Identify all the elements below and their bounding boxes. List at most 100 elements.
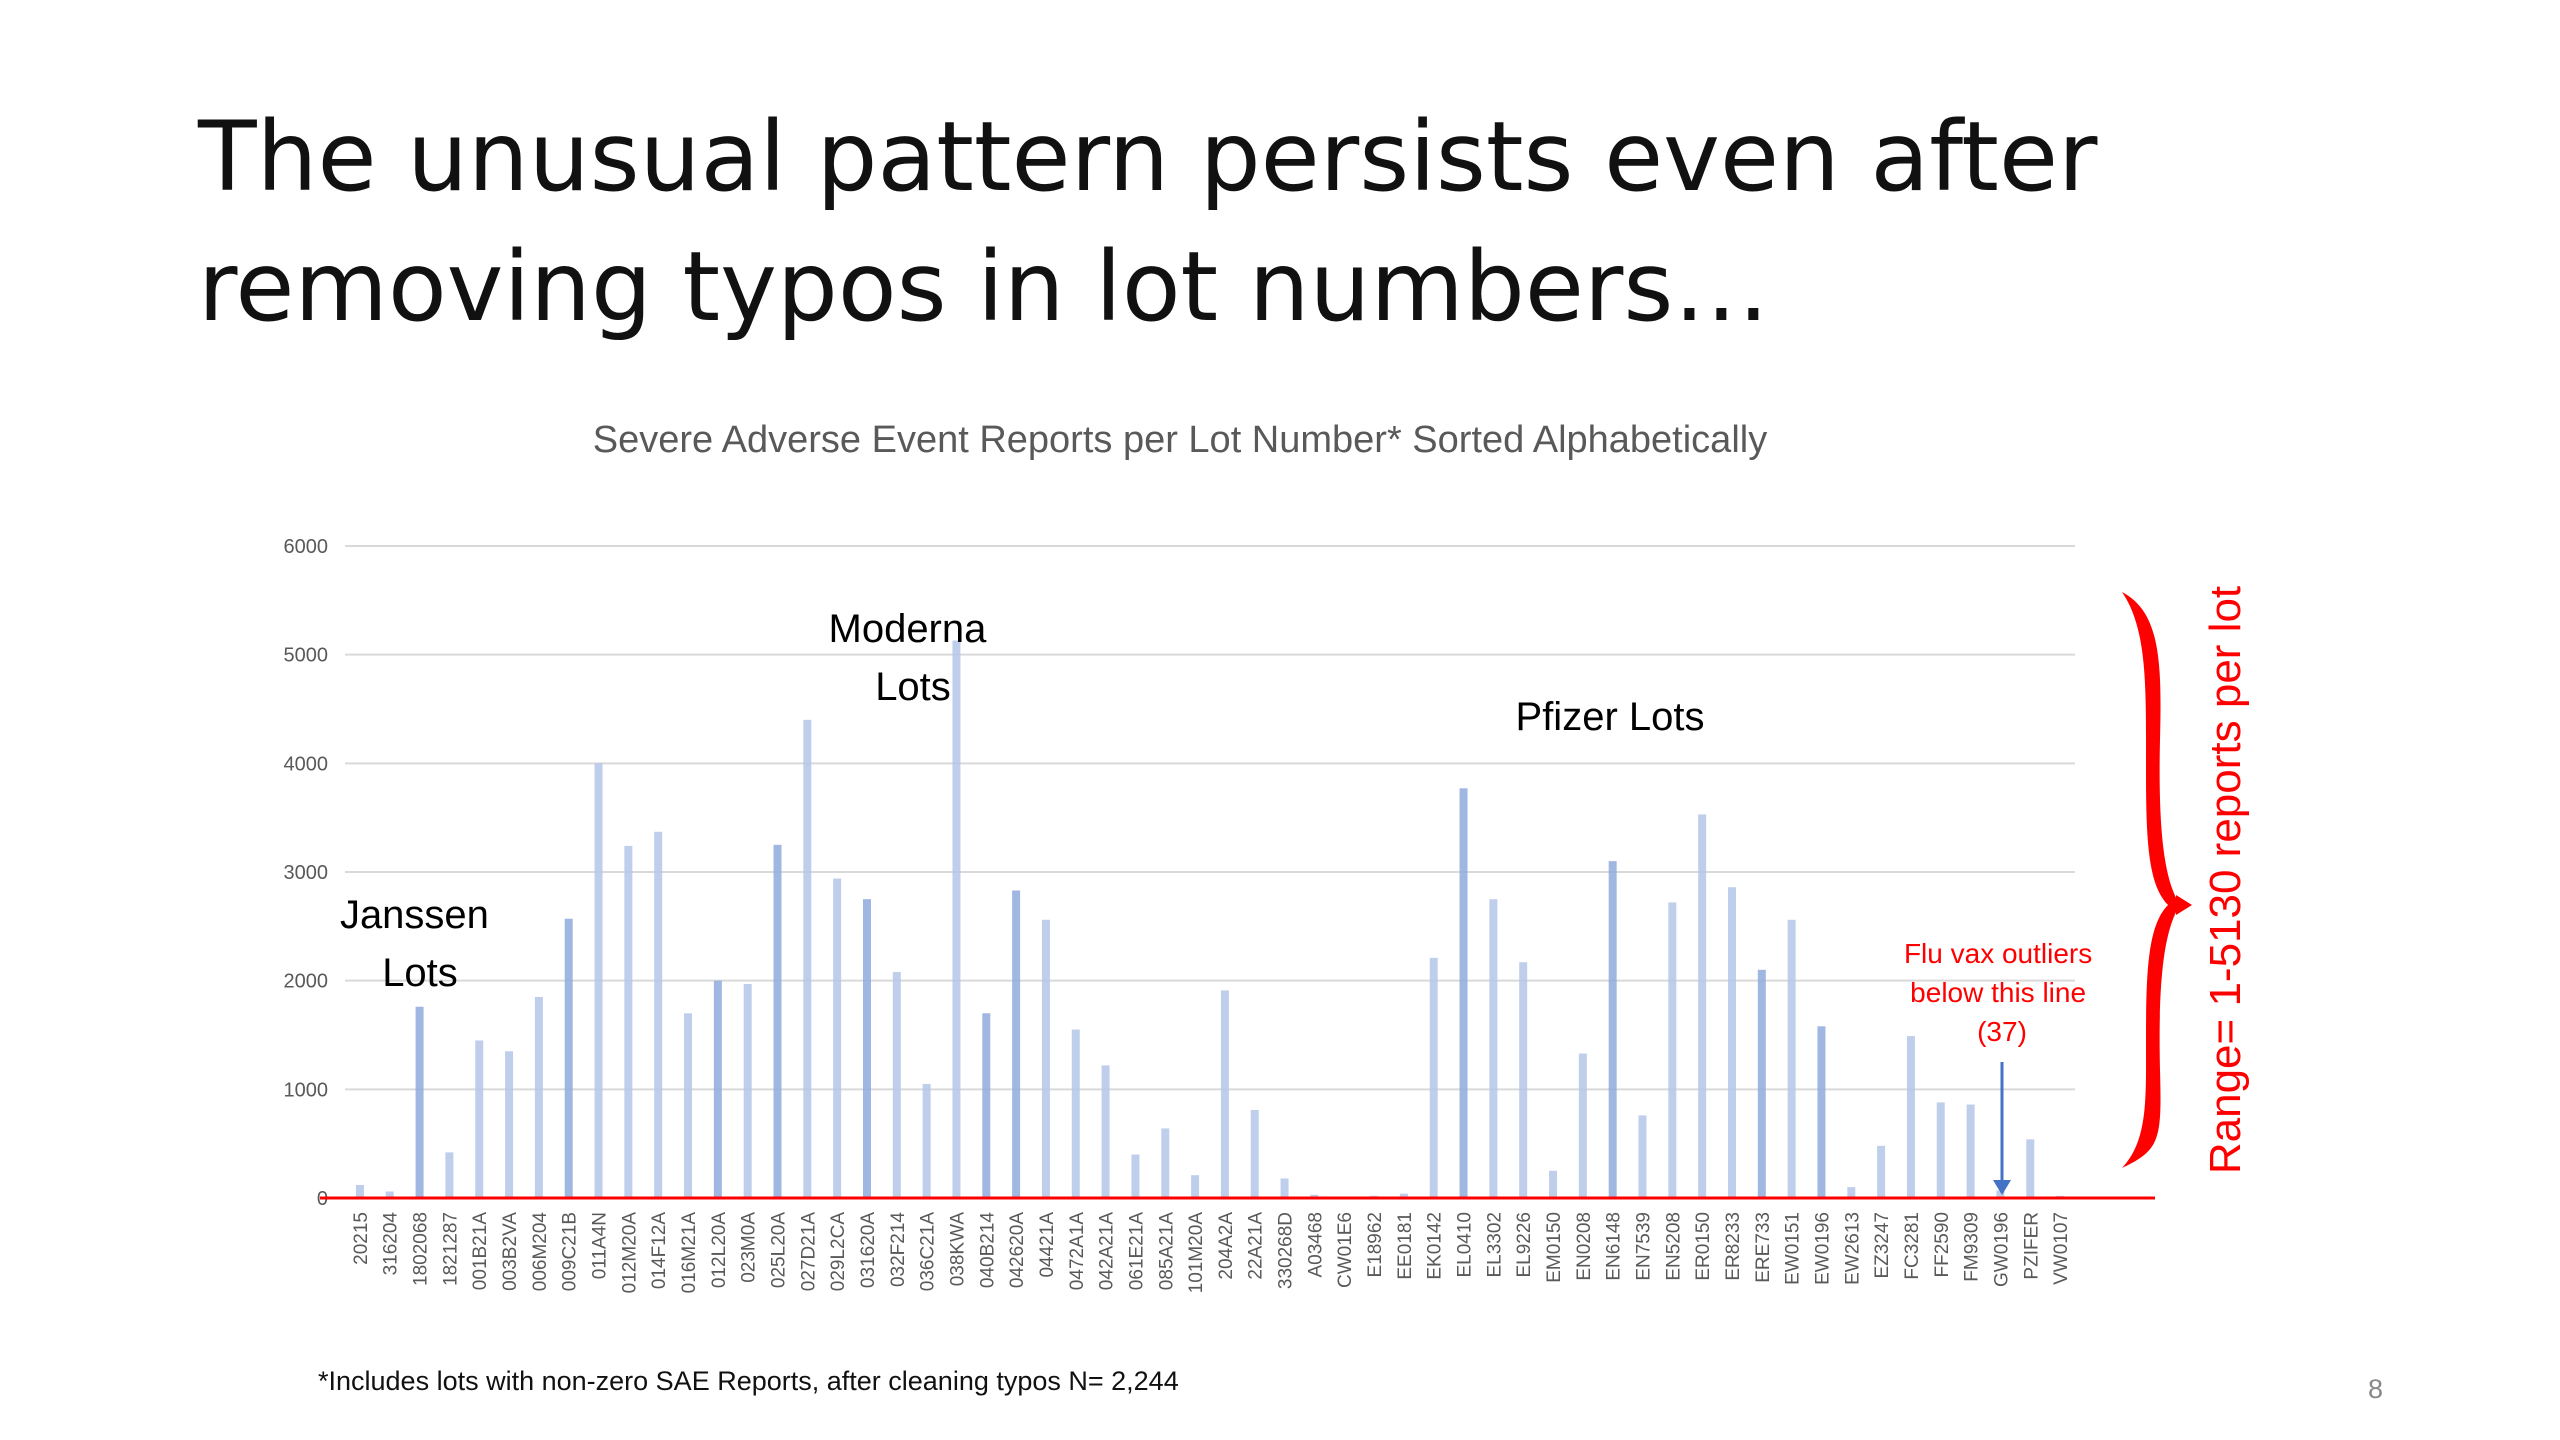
- bar: [1847, 1187, 1856, 1198]
- janssen-label-line-1: Janssen: [340, 893, 489, 937]
- bar: [1280, 1178, 1289, 1198]
- bar: [1638, 1115, 1647, 1198]
- bar: [922, 1083, 931, 1198]
- flu-arrow-head: [1993, 1180, 2011, 1195]
- y-axis-ticks: 0100020003000400050006000: [284, 536, 329, 1210]
- moderna-label-line-1: Moderna: [829, 607, 988, 651]
- y-tick-label: 3000: [284, 862, 329, 884]
- bar: [803, 719, 812, 1198]
- bar: [1489, 899, 1498, 1198]
- x-tick-label: 042620A: [1007, 1212, 1028, 1288]
- x-axis-ticks: 20215 316204 1802068 1821287 001B21A 003B2VA 0…: [351, 1212, 2072, 1294]
- x-tick-label: 1802068: [411, 1212, 432, 1286]
- moderna-label-line-2: Lots: [875, 665, 951, 709]
- bar: [743, 983, 752, 1198]
- bar: [1429, 957, 1438, 1198]
- bar: [1996, 1190, 2005, 1198]
- x-tick-label: CW01E6: [1335, 1212, 1356, 1288]
- bar: [445, 1152, 454, 1198]
- x-tick-label: 040B214: [977, 1212, 998, 1289]
- bar: [1310, 1194, 1319, 1198]
- x-tick-label: 009C21B: [560, 1212, 581, 1291]
- gridlines: [345, 545, 2075, 1091]
- x-tick-label: 085A21A: [1156, 1212, 1177, 1291]
- bar: [385, 1191, 394, 1198]
- bar: [862, 899, 871, 1198]
- x-tick-label: EL0410: [1455, 1212, 1476, 1278]
- x-tick-label: FF2590: [1932, 1212, 1953, 1277]
- bar: [594, 763, 603, 1198]
- x-tick-label: FM9309: [1962, 1212, 1983, 1282]
- flu-outliers-line-1: Flu vax outliers: [1904, 938, 2092, 969]
- x-tick-label: 330268D: [1276, 1212, 1297, 1289]
- x-tick-label: 003B2VA: [500, 1212, 521, 1291]
- bar: [1459, 788, 1468, 1198]
- y-tick-label: 1000: [284, 1079, 329, 1101]
- bar: [1041, 919, 1050, 1198]
- range-label: Range= 1-5130 reports per lot: [2201, 586, 2250, 1174]
- bar: [1578, 1053, 1587, 1198]
- y-tick-label: 2000: [284, 971, 329, 993]
- bar: [1966, 1104, 1975, 1198]
- x-tick-label: EZ3247: [1872, 1212, 1893, 1279]
- bar: [952, 640, 961, 1198]
- bar: [684, 1013, 693, 1198]
- x-tick-label: 204A2A: [1216, 1212, 1237, 1280]
- bar: [1608, 861, 1617, 1198]
- x-tick-label: 031620A: [858, 1212, 879, 1288]
- x-tick-label: EM0150: [1544, 1212, 1565, 1283]
- bar: [773, 844, 782, 1198]
- bar: [1787, 919, 1796, 1198]
- x-tick-label: 038KWA: [947, 1212, 968, 1287]
- janssen-label: Janssen Lots: [340, 893, 500, 995]
- range-brace: [2122, 592, 2180, 1168]
- bar: [1220, 990, 1229, 1198]
- bar: [2026, 1139, 2035, 1198]
- x-tick-label: ER8233: [1723, 1212, 1744, 1281]
- x-tick-label: EW0151: [1783, 1212, 1804, 1285]
- bar: [1161, 1128, 1170, 1198]
- bar: [415, 1006, 424, 1198]
- y-tick-label: 5000: [284, 645, 329, 667]
- x-tick-label: EN0208: [1574, 1212, 1595, 1281]
- x-tick-label: EL3302: [1484, 1212, 1505, 1278]
- flu-outliers-line-3: (37): [1977, 1016, 2027, 1047]
- x-tick-label: 006M204: [530, 1212, 551, 1292]
- x-tick-label: 20215: [351, 1212, 372, 1265]
- bar: [1250, 1109, 1259, 1198]
- x-tick-label: 042A21A: [1097, 1212, 1118, 1291]
- x-tick-label: EN7539: [1634, 1212, 1655, 1281]
- x-tick-label: EN6148: [1604, 1212, 1625, 1281]
- bar: [982, 1013, 991, 1198]
- x-tick-label: EW0196: [1812, 1212, 1833, 1285]
- x-tick-label: ERE733: [1753, 1212, 1774, 1283]
- page-number: 8: [2368, 1374, 2384, 1404]
- bar: [1012, 890, 1021, 1198]
- x-tick-label: A03468: [1305, 1212, 1326, 1278]
- chart-title: Severe Adverse Event Reports per Lot Num…: [593, 419, 1767, 461]
- x-tick-label: 029L2CA: [828, 1212, 849, 1292]
- bar: [833, 878, 842, 1198]
- x-tick-label: 061E21A: [1126, 1212, 1147, 1291]
- bar: [505, 1051, 514, 1198]
- slide-title-line-2: removing typos in lot numbers…: [198, 231, 1770, 343]
- bar: [1549, 1170, 1558, 1198]
- x-tick-label: 012M20A: [619, 1212, 640, 1294]
- bar: [1757, 969, 1766, 1198]
- flu-outliers-line-2: below this line: [1910, 977, 2086, 1008]
- x-tick-label: 014F12A: [649, 1212, 670, 1289]
- slide-title-line-1: The unusual pattern persists even after: [198, 101, 2098, 213]
- x-tick-label: 0472A1A: [1067, 1212, 1088, 1291]
- x-tick-label: EE0181: [1395, 1212, 1416, 1280]
- bars: [355, 640, 2065, 1198]
- bar: [475, 1040, 484, 1198]
- x-tick-label: FC3281: [1902, 1212, 1923, 1280]
- bar: [892, 971, 901, 1198]
- range-brace-point: [2176, 895, 2192, 915]
- footnote: *Includes lots with non-zero SAE Reports…: [318, 1366, 1179, 1396]
- bar: [1877, 1145, 1886, 1198]
- x-tick-label: 025L20A: [769, 1212, 790, 1288]
- bar: [1906, 1036, 1915, 1198]
- x-tick-label: 101M20A: [1186, 1212, 1207, 1294]
